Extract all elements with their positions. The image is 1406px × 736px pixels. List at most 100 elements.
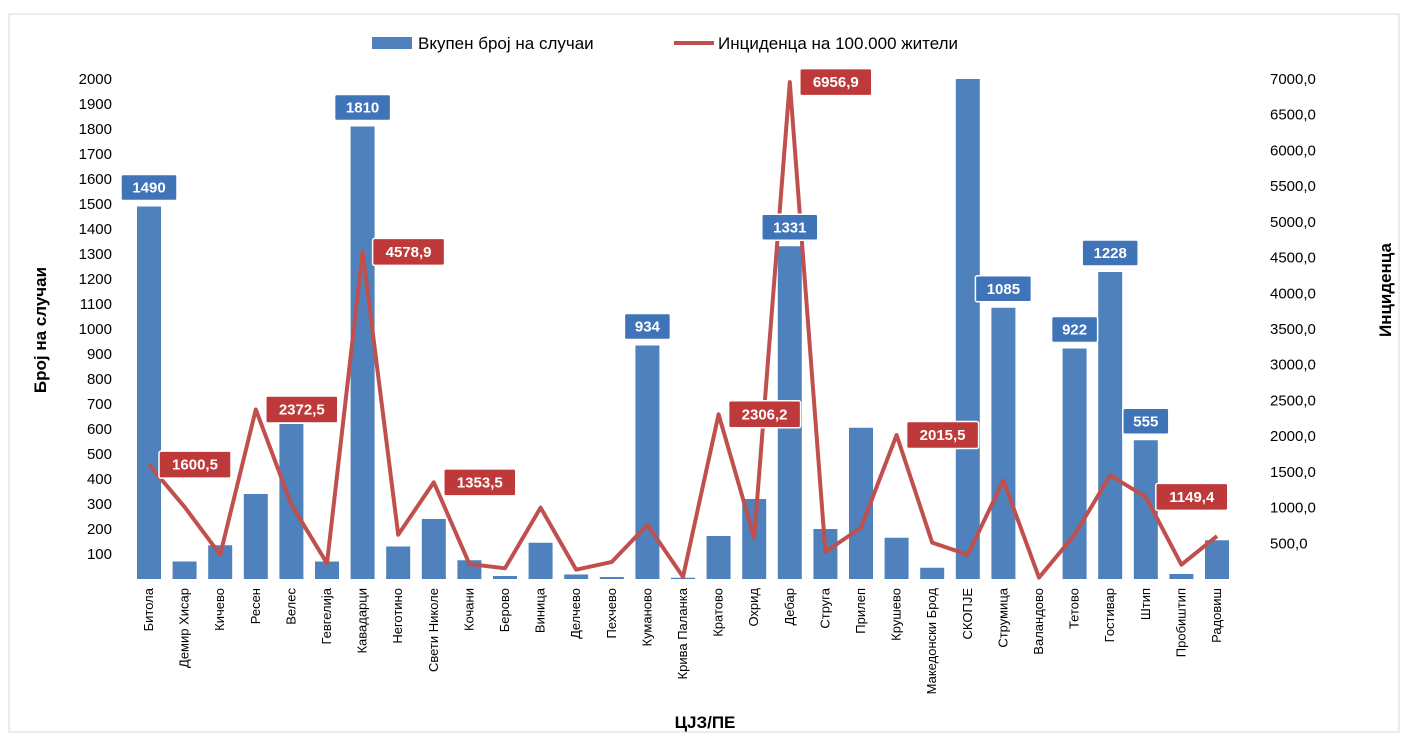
category-label: Валандово — [1031, 588, 1046, 655]
bar — [991, 307, 1016, 579]
bar-data-label: 1331 — [761, 213, 819, 241]
left-tick-label: 1200 — [79, 271, 112, 288]
category-label: Ресен — [248, 588, 263, 624]
category-label: Крушево — [889, 588, 904, 641]
left-tick-label: 1600 — [79, 171, 112, 188]
bar-data-label: 1085 — [974, 275, 1033, 303]
legend-bar-label: Вкупен број на случаи — [418, 34, 594, 53]
right-tick-label: 2000,0 — [1270, 428, 1316, 445]
category-label: Демир Хисар — [177, 588, 192, 668]
category-label: Кочани — [461, 588, 476, 631]
bar-data-label: 922 — [1050, 315, 1099, 344]
bar — [493, 576, 517, 579]
left-tick-label: 1800 — [79, 121, 112, 138]
bar-data-label: 934 — [623, 312, 672, 341]
left-tick-label: 1300 — [79, 246, 112, 263]
line-label-box — [265, 395, 339, 424]
bar — [706, 536, 731, 579]
chart-frame — [8, 13, 1400, 733]
category-label: Куманово — [639, 588, 654, 647]
right-tick-label: 4000,0 — [1270, 285, 1316, 302]
category-label: СКОПЈЕ — [960, 588, 975, 640]
line-label-text: 2306,2 — [742, 406, 788, 423]
left-tick-label: 900 — [87, 346, 112, 363]
line-label-box — [158, 450, 232, 479]
legend-line-label: Инциденца на 100.000 жители — [718, 34, 958, 53]
bar — [1062, 348, 1087, 579]
left-tick-label: 1400 — [79, 221, 112, 238]
bar — [599, 577, 624, 579]
y-axis-title: Број на случаи — [31, 267, 50, 393]
bar — [528, 542, 553, 579]
category-label: Свети Николе — [426, 588, 441, 672]
category-label: Гевгелија — [319, 587, 334, 644]
x-axis-title: ЦЈЗ/ПЕ — [675, 713, 736, 732]
bar-data-label: 1228 — [1081, 239, 1139, 267]
bar — [1098, 272, 1123, 579]
legend: Вкупен број на случаи Инциденца на 100.0… — [372, 34, 958, 53]
line-data-label: 6956,9 — [799, 67, 873, 97]
line-label-text: 4578,9 — [386, 244, 432, 261]
bar — [1205, 540, 1229, 579]
bar-data-label: 555 — [1122, 407, 1170, 435]
bar-label-box — [623, 312, 672, 341]
bar-label-text: 922 — [1062, 322, 1087, 339]
category-label: Радовиш — [1209, 588, 1224, 643]
legend-bar-swatch — [372, 37, 412, 49]
left-tick-label: 2000 — [79, 71, 112, 88]
category-label: Кичево — [212, 588, 227, 631]
category-label: Струмица — [995, 587, 1010, 647]
bar — [243, 494, 268, 579]
bar — [172, 561, 197, 579]
left-tick-label: 300 — [87, 496, 112, 513]
right-tick-label: 2500,0 — [1270, 392, 1316, 409]
category-label: Кратово — [711, 588, 726, 637]
bar-data-label: 1810 — [333, 93, 392, 122]
left-tick-label: 200 — [87, 521, 112, 538]
bar-label-box — [1050, 315, 1099, 344]
y2-axis-title: Инциденца — [1376, 242, 1395, 337]
category-labels: Битола Демир Хисар Кичево Ресен Велес Гевгели… — [141, 587, 1224, 694]
right-axis-ticks: 500,0 1000,0 1500,0 2000,0 2500,0 3000,0 3500,… — [1270, 71, 1316, 552]
left-tick-label: 1000 — [79, 321, 112, 338]
left-tick-label: 400 — [87, 471, 112, 488]
line-label-text: 1149,4 — [1169, 489, 1215, 506]
right-tick-label: 1500,0 — [1270, 464, 1316, 481]
bar-label-box — [1122, 407, 1170, 435]
left-axis-ticks: 100 200 300 400 500 600 700 800 900 1000 1100 1200 1… — [79, 71, 112, 563]
right-tick-label: 6000,0 — [1270, 142, 1316, 159]
line-data-labels: 1600,5 2372,5 4578,9 1353,5 2306,2 6956,9 2015… — [158, 67, 1229, 512]
category-label: Струга — [817, 587, 832, 628]
line-label-text: 1600,5 — [172, 457, 218, 474]
line-data-label: 2372,5 — [265, 395, 339, 424]
right-tick-label: 3000,0 — [1270, 357, 1316, 374]
line-label-box — [371, 237, 446, 267]
category-label: Неготино — [390, 588, 405, 644]
bar-label-box — [333, 93, 392, 122]
line-label-box — [727, 400, 802, 429]
category-label: Берово — [497, 588, 512, 632]
left-tick-label: 600 — [87, 421, 112, 438]
left-tick-label: 800 — [87, 371, 112, 388]
bar-label-box — [120, 173, 178, 202]
category-label: Пехчево — [604, 588, 619, 639]
bar — [350, 126, 375, 579]
line-label-text: 6956,9 — [813, 74, 859, 91]
line-label-box — [443, 468, 517, 497]
bar-label-text: 1228 — [1094, 245, 1127, 262]
incidence-line — [147, 80, 1219, 580]
category-label: Делчево — [568, 588, 583, 639]
line-data-label: 1353,5 — [443, 468, 517, 497]
category-label: Крива Паланка — [675, 587, 690, 679]
left-tick-label: 1700 — [79, 146, 112, 163]
right-tick-label: 4500,0 — [1270, 250, 1316, 267]
line-label-text: 1353,5 — [457, 474, 503, 491]
bar — [635, 345, 660, 579]
bar — [386, 546, 411, 579]
line-label-box — [799, 67, 873, 97]
bar-label-text: 555 — [1133, 413, 1158, 430]
bar — [920, 567, 945, 579]
category-label: Гостивар — [1102, 588, 1117, 642]
bar — [421, 519, 446, 579]
